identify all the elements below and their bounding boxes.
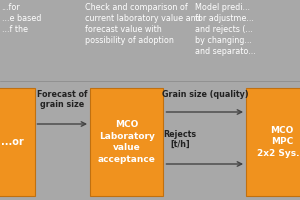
Text: Grain size (quality): Grain size (quality): [162, 90, 248, 99]
Text: ...or: ...or: [2, 137, 24, 147]
Text: ...for
...e based
...f the: ...for ...e based ...f the: [2, 3, 41, 34]
Text: MCO
Laboratory
value
acceptance: MCO Laboratory value acceptance: [98, 120, 156, 164]
Text: Rejects
[t/h]: Rejects [t/h]: [164, 130, 196, 149]
FancyBboxPatch shape: [90, 88, 164, 196]
Text: Forecast of
grain size: Forecast of grain size: [37, 90, 87, 109]
Text: Model predi...
for adjustme...
and rejects (...
by changing...
and separato...: Model predi... for adjustme... and rejec…: [195, 3, 256, 56]
FancyBboxPatch shape: [0, 88, 34, 196]
FancyBboxPatch shape: [246, 88, 300, 196]
Text: Check and comparison of
current laboratory value and
forecast value with
possibi: Check and comparison of current laborato…: [85, 3, 201, 45]
Text: MCO
MPC
2x2 Sys...: MCO MPC 2x2 Sys...: [257, 126, 300, 158]
